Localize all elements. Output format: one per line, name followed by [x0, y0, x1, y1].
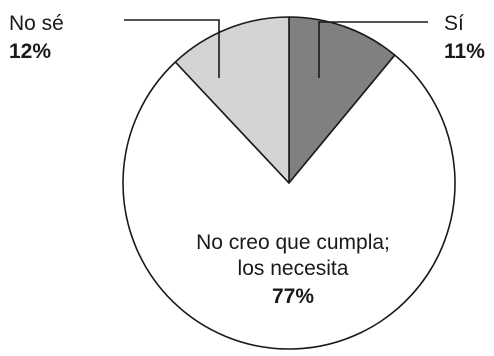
slice-value-no-creo: 77% — [272, 285, 314, 308]
leader-line-si — [318, 21, 428, 78]
slice-label-no-creo-line2: los necesita — [238, 257, 349, 280]
slice-label-no-creo-line1: No creo que cumpla; — [196, 231, 390, 254]
leader-line-no-se — [124, 19, 220, 78]
leader-lines — [124, 19, 428, 78]
pie-slice-no-creo — [122, 54, 456, 350]
slice-label-si: Sí — [444, 12, 464, 35]
slice-label-no-se: No sé — [9, 12, 64, 35]
pie-slices — [122, 16, 456, 350]
slice-labels: No sé 12% Sí 11% No creo que cumpla; los… — [9, 12, 485, 308]
pie-slice-no-se — [174, 16, 290, 184]
slice-value-no-se: 12% — [9, 40, 51, 63]
slice-value-si: 11% — [444, 40, 485, 63]
pie-slice-si — [288, 16, 396, 184]
